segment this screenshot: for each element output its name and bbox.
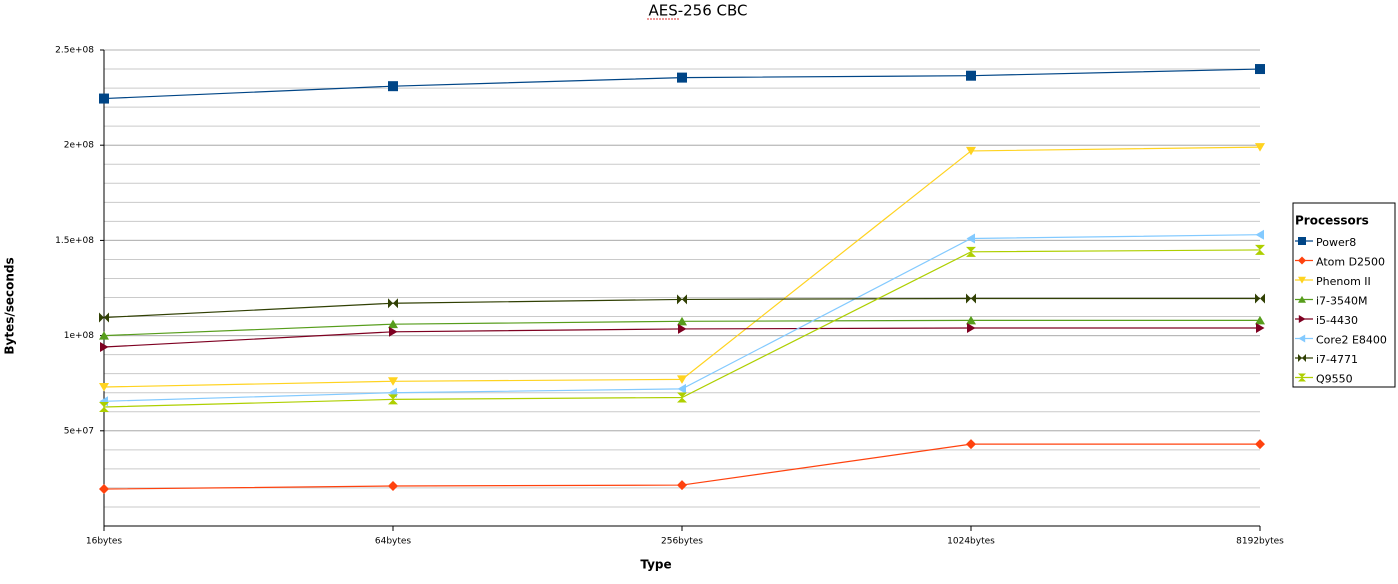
legend-label: Q9550 bbox=[1316, 373, 1353, 386]
data-point bbox=[388, 298, 398, 309]
data-point bbox=[1255, 315, 1265, 325]
chart-title: AES-256 CBC bbox=[648, 2, 747, 20]
data-point bbox=[966, 439, 976, 450]
legend-title: Processors bbox=[1295, 214, 1369, 228]
data-point bbox=[966, 293, 976, 304]
series-line bbox=[103, 297, 1260, 319]
y-tick-label: 2.5e+08 bbox=[55, 46, 94, 56]
x-tick-label: 64bytes bbox=[375, 537, 412, 547]
grid: 5e+07 1e+08 1.5e+08 2e+08 2.5e+08 16bytes 64by… bbox=[55, 46, 1284, 547]
legend-label: Phenom II bbox=[1316, 275, 1371, 288]
data-point bbox=[99, 312, 109, 323]
data-point bbox=[967, 322, 976, 333]
legend-marker bbox=[1298, 373, 1306, 382]
data-point bbox=[677, 383, 686, 394]
data-point bbox=[677, 375, 687, 384]
legend-label: i5-4430 bbox=[1316, 314, 1358, 327]
data-point bbox=[99, 93, 109, 104]
legend-marker bbox=[1298, 295, 1306, 303]
data-point bbox=[966, 233, 975, 244]
data-point bbox=[388, 81, 398, 92]
legend-box bbox=[1292, 202, 1396, 388]
data-point bbox=[99, 331, 109, 340]
legend-marker bbox=[1298, 354, 1306, 362]
y-axis-title: Bytes/seconds bbox=[3, 257, 17, 354]
y-tick-label: 1e+08 bbox=[64, 331, 95, 341]
series-line bbox=[103, 249, 1261, 408]
data-point bbox=[966, 70, 976, 81]
data-point bbox=[388, 319, 398, 329]
data-point bbox=[677, 72, 687, 83]
legend-label: Power8 bbox=[1316, 236, 1356, 249]
data-point bbox=[388, 394, 398, 405]
data-point bbox=[99, 402, 109, 412]
x-tick-label: 256bytes bbox=[661, 537, 703, 547]
legend-label: Core2 E8400 bbox=[1316, 334, 1387, 347]
data-point bbox=[677, 392, 687, 403]
legend-marker bbox=[1298, 237, 1306, 245]
data-point bbox=[966, 146, 976, 156]
data-point bbox=[1255, 244, 1265, 255]
data-point bbox=[677, 480, 687, 491]
data-point bbox=[389, 326, 398, 337]
data-point bbox=[1255, 143, 1265, 152]
data-point bbox=[966, 246, 976, 257]
x-axis-title: Type bbox=[640, 558, 671, 572]
legend-marker bbox=[1298, 334, 1306, 343]
data-point bbox=[1255, 439, 1265, 450]
data-point bbox=[677, 294, 687, 305]
legend-marker bbox=[1298, 315, 1306, 323]
data-point bbox=[388, 377, 398, 386]
data-point bbox=[966, 315, 976, 325]
x-tick-label: 8192bytes bbox=[1236, 537, 1284, 547]
data-point bbox=[1256, 322, 1265, 333]
y-tick-label: 5e+07 bbox=[64, 426, 94, 436]
data-point bbox=[1255, 64, 1265, 75]
data-point bbox=[677, 316, 687, 326]
legend: Processors Power8 Atom D2500 Phenom II i7-35… bbox=[1292, 202, 1396, 388]
data-point bbox=[1255, 229, 1264, 240]
data-point bbox=[1255, 293, 1265, 304]
data-point bbox=[100, 342, 109, 353]
legend-label: i7-3540M bbox=[1316, 295, 1368, 308]
legend-label: Atom D2500 bbox=[1316, 256, 1385, 269]
data-point bbox=[99, 383, 109, 392]
data-point bbox=[678, 323, 687, 334]
data-point bbox=[99, 484, 109, 495]
data-point bbox=[388, 481, 398, 492]
legend-marker bbox=[1298, 276, 1306, 284]
plot-area bbox=[99, 64, 1265, 495]
y-tick-label: 2e+08 bbox=[64, 141, 95, 151]
legend-marker bbox=[1298, 256, 1306, 265]
y-tick-label: 1.5e+08 bbox=[55, 236, 94, 246]
x-tick-label: 16bytes bbox=[86, 537, 123, 547]
legend-label: i7-4771 bbox=[1316, 353, 1358, 366]
x-tick-label: 1024bytes bbox=[947, 537, 995, 547]
